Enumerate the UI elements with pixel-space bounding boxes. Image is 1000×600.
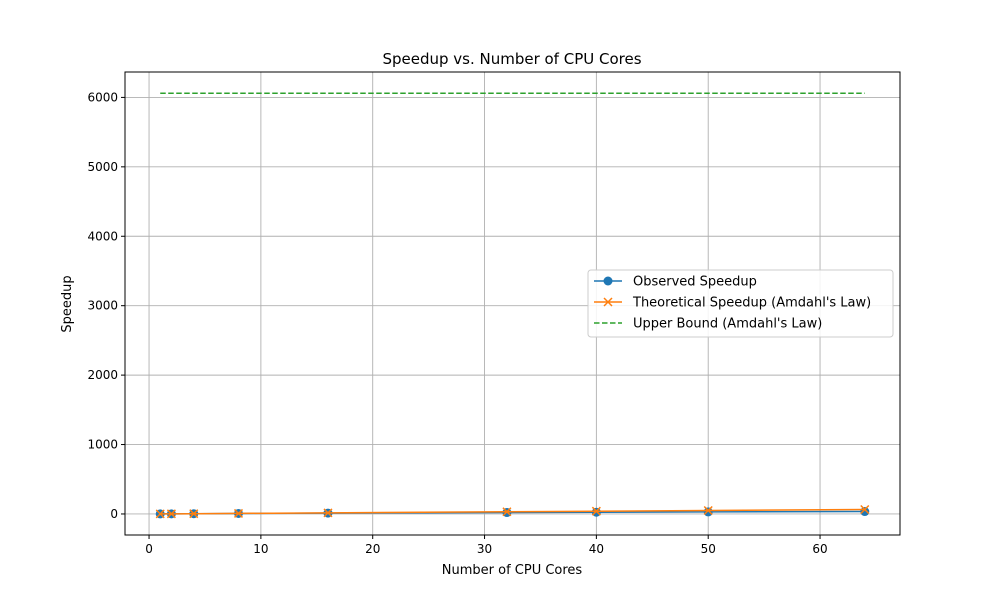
x-marker-stroke <box>155 509 165 519</box>
x-marker-stroke <box>591 506 601 516</box>
legend-label: Upper Bound (Amdahl's Law) <box>633 317 822 332</box>
y-tick-label: 6000 <box>87 90 118 104</box>
x-marker-stroke <box>189 509 199 519</box>
y-tick-label: 5000 <box>87 160 118 174</box>
series-2-point <box>591 506 601 516</box>
legend-item: Observed Speedup <box>594 275 757 290</box>
legend-label: Theoretical Speedup (Amdahl's Law) <box>632 296 871 311</box>
y-tick-label: 4000 <box>87 229 118 243</box>
y-tick-label: 3000 <box>87 299 118 313</box>
x-tick-label: 10 <box>253 542 268 556</box>
x-marker-stroke <box>603 297 613 307</box>
series-2-point <box>323 508 333 518</box>
x-tick-label: 20 <box>365 542 380 556</box>
legend-box <box>587 269 894 338</box>
x-marker-stroke <box>166 509 176 519</box>
x-tick-label: 30 <box>477 542 492 556</box>
legend-item: Upper Bound (Amdahl's Law) <box>594 317 822 332</box>
legend-marker <box>603 276 613 286</box>
chart-title: Speedup vs. Number of CPU Cores <box>382 50 641 68</box>
series-2-point <box>189 509 199 519</box>
legend-item: Theoretical Speedup (Amdahl's Law) <box>594 296 871 311</box>
series-2-point <box>502 507 512 517</box>
x-tick-label: 0 <box>145 542 153 556</box>
series-2-point <box>166 509 176 519</box>
series-2-point <box>860 504 870 515</box>
y-tick-label: 2000 <box>87 368 118 382</box>
series-2-point <box>233 508 244 518</box>
x-axis-label: Number of CPU Cores <box>442 563 583 578</box>
x-tick-label: 50 <box>701 542 716 556</box>
x-marker-stroke <box>502 507 512 517</box>
legend-marker <box>603 297 613 307</box>
series-layer <box>155 92 870 519</box>
x-marker-stroke <box>703 505 713 516</box>
y-tick-label: 1000 <box>87 438 118 452</box>
series-1-point <box>860 507 870 517</box>
series-2 <box>155 504 870 519</box>
series-2-point <box>703 505 713 516</box>
x-marker-stroke <box>860 504 870 515</box>
legend: Observed Speedup Theoretical Speedup (Amd… <box>587 269 894 338</box>
y-axis-label: Speedup <box>60 275 75 332</box>
plot-frame <box>124 71 901 536</box>
x-tick-label: 40 <box>589 542 604 556</box>
x-marker-stroke <box>323 508 333 518</box>
y-axis-ticks: 0 1000 2000 3000 4000 5000 6000 <box>87 90 125 521</box>
series-2-point <box>155 509 165 519</box>
y-tick-label: 0 <box>110 507 118 521</box>
series-1-point <box>703 507 713 517</box>
x-axis-ticks: 0 10 20 30 40 50 60 <box>145 535 828 556</box>
x-tick-label: 60 <box>812 542 827 556</box>
legend-label: Observed Speedup <box>633 275 757 290</box>
x-marker-stroke <box>233 508 244 518</box>
